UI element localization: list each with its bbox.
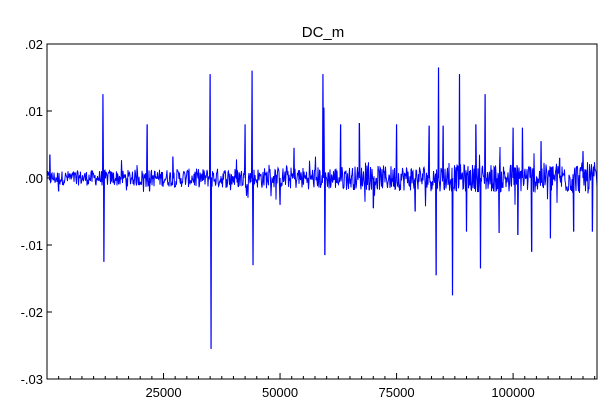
y-tick-label: -.02 bbox=[21, 305, 43, 320]
y-tick-label: .00 bbox=[25, 171, 43, 186]
x-tick-label: 75000 bbox=[378, 385, 414, 400]
plot-frame bbox=[46, 43, 598, 380]
axis-ticks bbox=[47, 43, 596, 380]
series-group bbox=[46, 67, 598, 349]
x-axis-labels: 25000 50000 75000 100000 bbox=[145, 385, 534, 400]
series-line-dc-m bbox=[46, 67, 598, 349]
y-tick-label: -.03 bbox=[21, 372, 43, 387]
x-tick-label: 50000 bbox=[262, 385, 298, 400]
y-tick-label: -.01 bbox=[21, 238, 43, 253]
x-tick-label: 100000 bbox=[491, 385, 534, 400]
y-axis-labels: -.03 -.02 -.01 .00 .01 .02 bbox=[21, 37, 43, 387]
y-tick-label: .01 bbox=[25, 104, 43, 119]
x-tick-label: 25000 bbox=[145, 385, 181, 400]
chart-title: DC_m bbox=[302, 24, 345, 41]
y-tick-label: .02 bbox=[25, 37, 43, 52]
